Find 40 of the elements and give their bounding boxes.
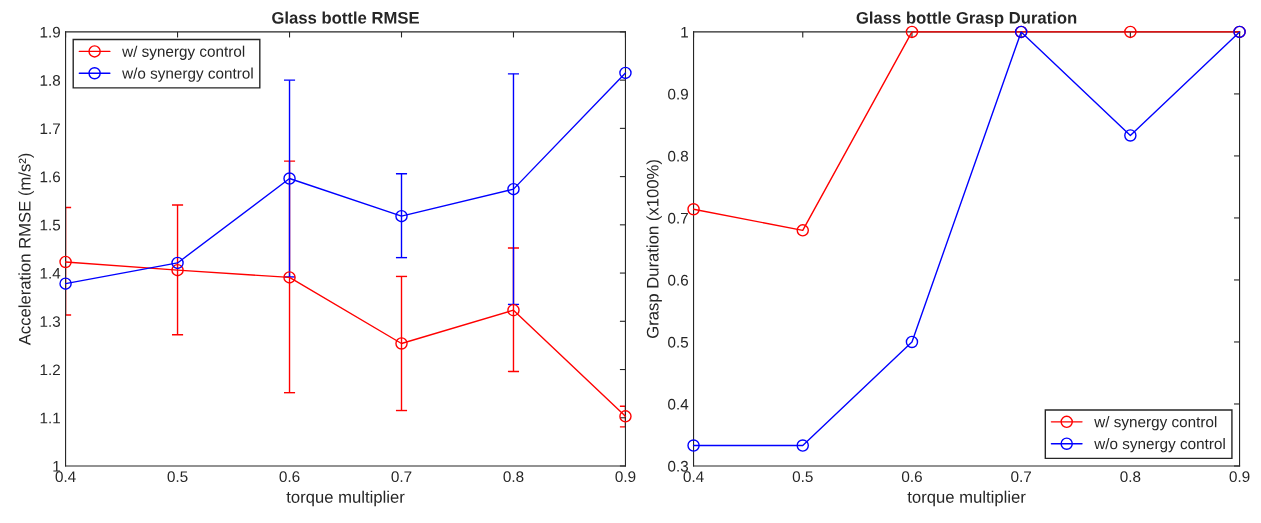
- x-axis-title: torque multiplier: [907, 490, 1026, 507]
- legend-label: w/ synergy control: [122, 45, 245, 60]
- chart-title: Glass bottle RMSE: [272, 11, 419, 24]
- x-tick-label: 0.5: [792, 471, 813, 483]
- y-tick-label: 1.6: [40, 171, 61, 183]
- legend-label: w/o synergy control: [122, 67, 253, 82]
- y-tick-label: 0.9: [668, 88, 688, 100]
- y-tick-label: 1.7: [40, 123, 60, 134]
- y-tick-label: 1: [681, 26, 688, 38]
- x-tick-label: 0.8: [503, 471, 524, 483]
- y-tick-label: 1: [53, 461, 60, 472]
- y-tick-label: 0.7: [668, 212, 688, 224]
- legend-label: w/o synergy control: [1094, 438, 1225, 453]
- x-tick-label: 0.5: [167, 471, 188, 483]
- legend-label: w/ synergy control: [1094, 416, 1217, 431]
- y-tick-label: 0.8: [668, 150, 689, 162]
- x-tick-label: 0.7: [391, 471, 412, 483]
- y-tick-label: 0.3: [668, 460, 689, 472]
- y-axis-title: Grasp Duration (x100%): [646, 160, 662, 338]
- x-tick-label: 0.8: [1120, 471, 1141, 483]
- x-tick-label: 0.7: [1011, 471, 1032, 483]
- x-tick-label: 0.4: [683, 471, 704, 483]
- y-tick-label: 1.8: [40, 75, 61, 86]
- y-axis-title: Acceleration RMSE (m/s²): [18, 153, 34, 346]
- chart-title: Glass bottle Grasp Duration: [856, 11, 1077, 28]
- y-tick-label: 1.5: [40, 219, 61, 231]
- y-tick-label: 1.2: [40, 364, 60, 376]
- x-tick-label: 0.4: [55, 471, 76, 483]
- x-tick-label: 0.6: [279, 471, 300, 483]
- y-tick-label: 0.4: [668, 398, 689, 410]
- y-tick-label: 1.3: [40, 316, 61, 327]
- x-axis-title: torque multiplier: [286, 490, 405, 507]
- y-tick-label: 1.1: [40, 412, 60, 424]
- y-tick-label: 0.5: [668, 336, 689, 348]
- x-tick-label: 0.6: [901, 471, 922, 483]
- x-tick-label: 0.9: [1229, 471, 1250, 483]
- y-tick-label: 1.9: [40, 26, 60, 38]
- y-tick-label: 1.4: [40, 268, 61, 279]
- y-tick-label: 0.6: [668, 274, 689, 286]
- x-tick-label: 0.9: [615, 471, 636, 483]
